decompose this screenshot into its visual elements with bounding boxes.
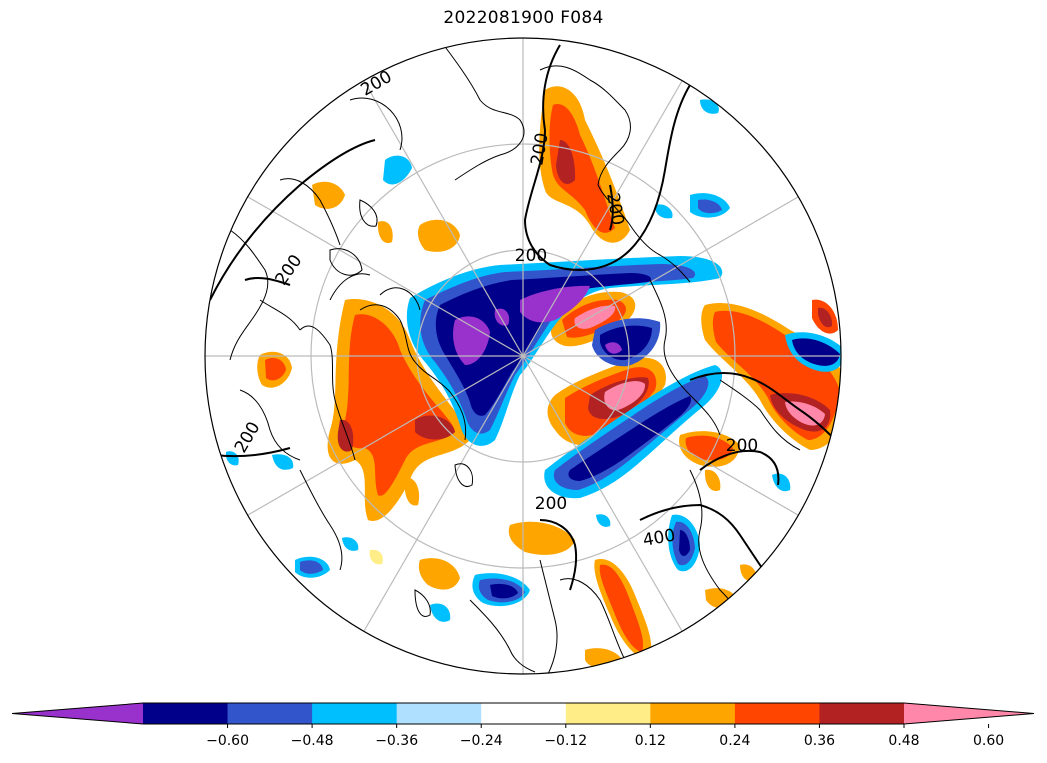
contour-label: 200 (515, 246, 547, 266)
colorbar-tick-label: −0.48 (290, 733, 334, 749)
contour-label: 200 (535, 494, 567, 514)
colorbar-outline (11, 702, 1035, 725)
colorbar-tick-label: 0.60 (972, 733, 1005, 749)
colorbar-tick-label: −0.36 (375, 733, 419, 749)
colorbar-tick-labels: −0.60 −0.48 −0.36 −0.24 −0.12 0.12 0.24 0.36 0.4… (0, 733, 1047, 757)
colorbar-tick-label: 0.36 (803, 733, 836, 749)
colorbar-segment (565, 703, 651, 724)
colorbar-extend-high (904, 703, 1034, 724)
colorbar-extend-low (12, 703, 143, 724)
colorbar-segment (819, 703, 905, 724)
colorbar-segment (143, 703, 229, 724)
colorbar-segment (481, 703, 567, 724)
lat-lon-grid (205, 38, 841, 674)
colorbar-segment (734, 703, 820, 724)
contour-label: 200 (726, 436, 758, 456)
negative-anomaly-fields (225, 99, 841, 622)
colorbar-segment (650, 703, 736, 724)
colorbar-tick-label: 0.48 (888, 733, 920, 749)
contour-label: 200 (357, 67, 395, 101)
colorbar-segment (396, 703, 482, 724)
colorbar-tick-label: 0.12 (634, 733, 666, 749)
colorbar-tick-label: −0.24 (459, 733, 503, 749)
colorbar (11, 702, 1035, 728)
colorbar-tick-label: 0.24 (719, 733, 751, 749)
colorbar-segment (312, 703, 398, 724)
contour-label: 200 (271, 251, 306, 289)
height-contours (209, 44, 841, 591)
map-boundary (204, 37, 842, 675)
colorbar-tick-label: −0.60 (206, 733, 249, 749)
colorbar-segment (227, 703, 313, 724)
colorbar-tick-label: −0.12 (544, 733, 588, 749)
positive-anomaly-fields (257, 86, 841, 670)
map-title: 2022081900 F084 (443, 8, 604, 28)
contour-label: 200 (231, 418, 265, 456)
